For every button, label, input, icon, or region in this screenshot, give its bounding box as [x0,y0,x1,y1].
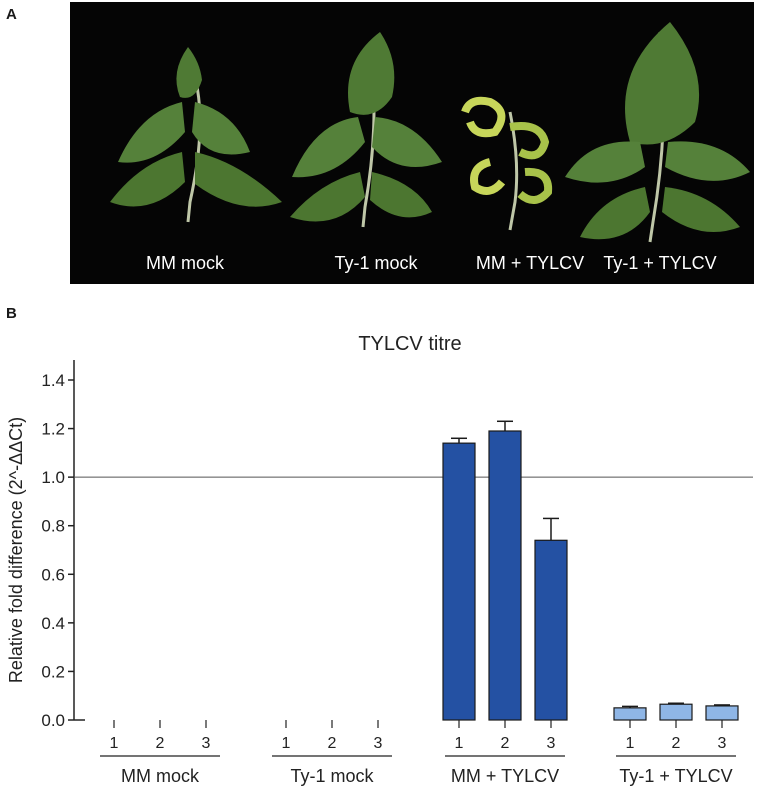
bar [442,442,476,721]
y-axis-label: Relative fold difference (2^-ΔΔCt) [6,417,26,683]
y-tick-label: 0.4 [41,614,65,633]
leaf-mm-tylcv [461,96,553,231]
replicate-label: 2 [672,735,681,752]
group-label: Ty-1 + TYLCV [619,766,732,786]
replicate-label: 2 [328,735,337,752]
photo-label-ty1-tylcv: Ty-1 + TYLCV [603,253,717,273]
y-tick-label: 0.8 [41,517,65,536]
leaf-ty1-tylcv [565,22,750,243]
photo-label-mm-mock: MM mock [146,253,224,273]
replicate-label: 1 [626,735,635,752]
leaf-illustration [110,22,750,243]
panel-b-letter: B [6,305,17,322]
replicate-label: 3 [202,735,211,752]
tylcv-titre-chart: TYLCV titre 0.0 0.2 0.4 0.6 0.8 1.0 1.2 1.4 Relat… [6,333,753,786]
bar [705,705,739,721]
y-tick-label: 0.0 [41,711,65,730]
replicate-label: 3 [547,735,556,752]
replicate-label: 3 [374,735,383,752]
bar [659,703,693,721]
leaf-photo: MM mock Ty-1 mock MM + TYLCV Ty-1 + TYLC… [70,2,754,284]
photo-label-ty1-mock: Ty-1 mock [334,253,418,273]
panel-a-letter: A [6,6,17,23]
photo-label-mm-tylcv: MM + TYLCV [475,253,585,273]
y-tick-label: 1.2 [41,420,65,439]
bar [488,430,522,721]
group-label: MM + TYLCV [451,766,559,786]
replicate-label: 1 [110,735,119,752]
y-tick-label: 1.0 [41,468,65,487]
y-tick-label: 1.4 [41,371,65,390]
leaf-ty1-mock [290,32,442,228]
chart-title: TYLCV titre [358,333,461,355]
replicate-label: 3 [718,735,727,752]
replicate-label: 1 [282,735,291,752]
group-label: Ty-1 mock [290,766,374,786]
group-label: MM mock [121,766,200,786]
replicate-label: 1 [455,735,464,752]
bar [534,539,568,721]
leaf-mm-mock [110,47,282,223]
replicate-label: 2 [501,735,510,752]
bar [613,707,647,721]
replicate-label: 2 [156,735,165,752]
y-tick-label: 0.6 [41,565,65,584]
y-tick-label: 0.2 [41,662,65,681]
